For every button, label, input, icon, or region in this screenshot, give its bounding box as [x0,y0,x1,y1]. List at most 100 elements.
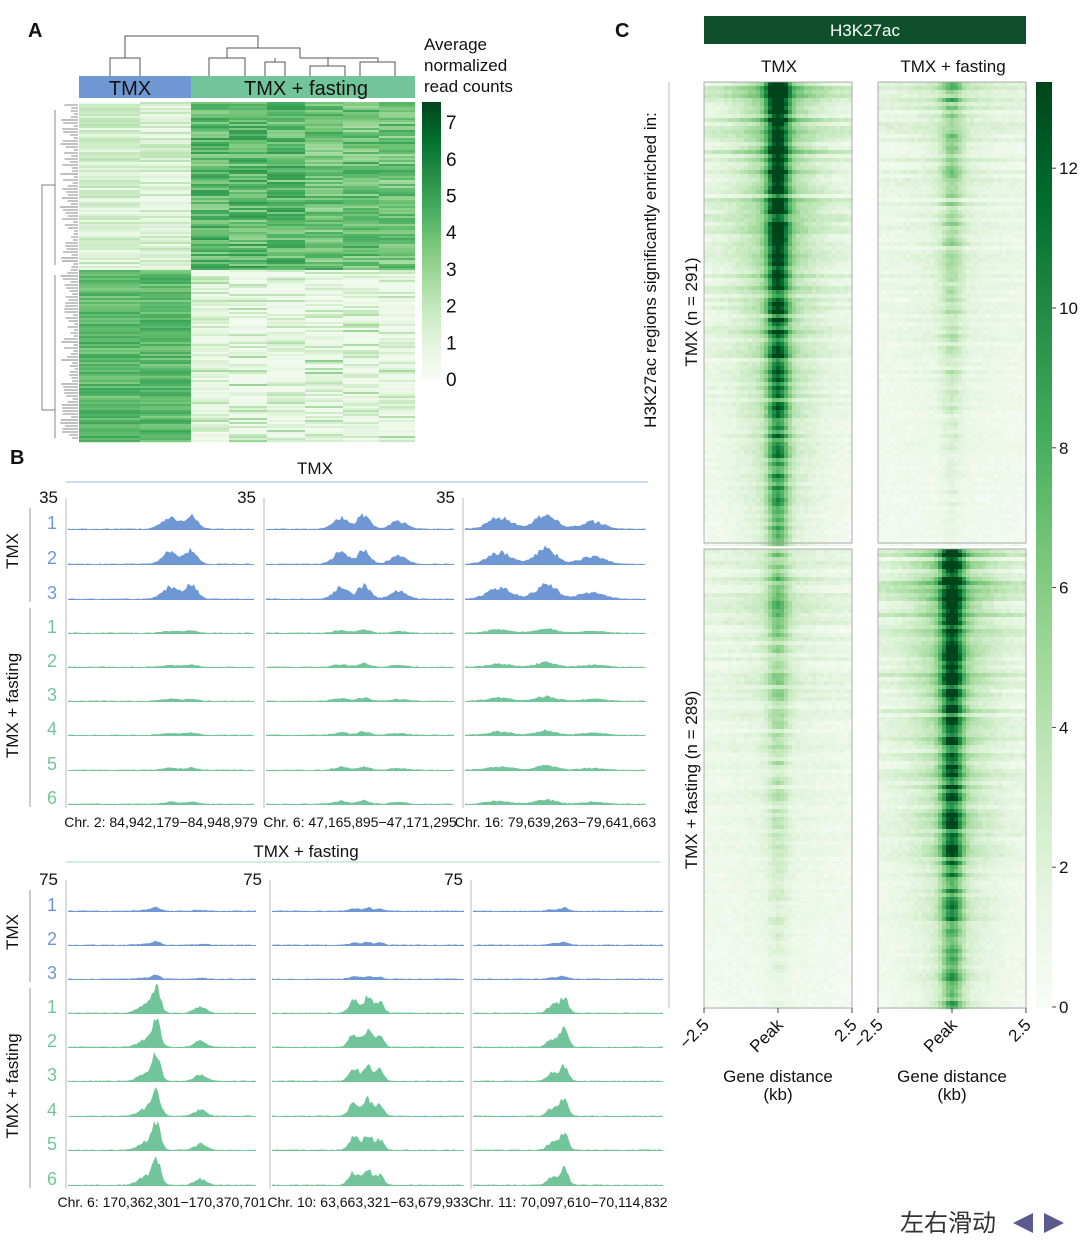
heatmap-c-cell [832,370,836,374]
heatmap-a-cell [79,382,140,384]
heatmap-c-cell [792,422,796,426]
heatmap-c-cell [816,130,820,134]
heatmap-a-cell [140,394,191,396]
heatmap-a-cell [267,144,305,146]
heatmap-c-cell [748,166,752,170]
heatmap-c-cell [772,438,776,442]
heatmap-c-cell [836,82,840,86]
heatmap-c-cell [812,158,816,162]
heatmap-c-cell [820,290,824,294]
heatmap-c-cell [800,362,804,366]
heatmap-c-cell [808,246,812,250]
heatmap-c-cell [752,426,756,430]
heatmap-c-cell [760,154,764,158]
heatmap-a-cell [191,296,229,298]
heatmap-a-cell [79,244,140,246]
heatmap-c-cell [764,370,768,374]
heatmap-c-cell [780,178,784,182]
heatmap-c-cell [776,130,780,134]
heatmap-a-cell [343,378,379,380]
heatmap-c-cell [724,182,728,186]
heatmap-c-cell [840,166,844,170]
column-title-tmx: TMX [761,57,797,76]
heatmap-c-cell [728,422,732,426]
heatmap-a-cell [267,392,305,394]
heatmap-c-cell [776,246,780,250]
heatmap-c-cell [780,86,784,90]
heatmap-c-cell [712,126,716,130]
heatmap-a-cell [229,354,267,356]
heatmap-c-cell [804,410,808,414]
heatmap-c-cell [832,190,836,194]
heatmap-a-cell [79,332,140,334]
heatmap-c-cell [712,230,716,234]
heatmap-c-cell [728,202,732,206]
heatmap-c-cell [716,122,720,126]
heatmap-c-cell [832,410,836,414]
heatmap-a-cell [305,376,343,378]
heatmap-c-cell [776,170,780,174]
heatmap-c-cell [804,350,808,354]
heatmap-c-cell [840,426,844,430]
heatmap-c-cell [744,82,748,86]
heatmap-c-cell [828,366,832,370]
heatmap-a-cell [229,140,267,142]
heatmap-c-cell [828,402,832,406]
heatmap-c-cell [776,118,780,122]
heatmap-c-cell [724,130,728,134]
heatmap-a-cell [79,212,140,214]
heatmap-c-cell [776,142,780,146]
heatmap-c-cell [756,438,760,442]
heatmap-c-cell [840,362,844,366]
heatmap-c-cell [744,178,748,182]
heatmap-c-cell [752,114,756,118]
heatmap-c-cell [820,358,824,362]
heatmap-c-cell [724,266,728,270]
heatmap-a-cell [191,218,229,220]
heatmap-c-cell [704,342,708,346]
heatmap-a-cell [140,166,191,168]
heatmap-c-cell [796,238,800,242]
heatmap-c-cell [828,94,832,98]
heatmap-c-cell [708,326,712,330]
heatmap-c-cell [816,322,820,326]
heatmap-c-cell [836,382,840,386]
heatmap-a-cell [267,246,305,248]
heatmap-a-cell [191,430,229,432]
heatmap-c-cell [784,258,788,262]
heatmap-a-cell [267,108,305,110]
heatmap-a-cell [79,408,140,410]
heatmap-c-cell [732,146,736,150]
heatmap-a-cell [140,350,191,352]
heatmap-a-cell [379,162,415,164]
heatmap-c-cell [764,286,768,290]
heatmap-c-cell [832,202,836,206]
heatmap-a-cell [379,402,415,404]
heatmap-c-cell [824,398,828,402]
heatmap-c-cell [828,246,832,250]
heatmap-a-cell [379,214,415,216]
heatmap-c-cell [840,278,844,282]
heatmap-c-cell [724,386,728,390]
heatmap-c-cell [752,194,756,198]
heatmap-c-cell [796,230,800,234]
heatmap-a-cell [229,148,267,150]
heatmap-a-cell [343,274,379,276]
heatmap-c-cell [712,398,716,402]
heatmap-a-cell [379,102,415,104]
heatmap-a-cell [379,396,415,398]
heatmap-c-cell [748,322,752,326]
panel-label-b: B [10,447,24,469]
heatmap-c-cell [768,98,772,102]
heatmap-c-cell [724,334,728,338]
heatmap-c-cell [712,302,716,306]
heatmap-c-cell [844,266,848,270]
heatmap-a-cell [305,314,343,316]
heatmap-c-cell [812,306,816,310]
heatmap-c-cell [720,290,724,294]
heatmap-a-cell [191,434,229,436]
heatmap-c-cell [756,126,760,130]
heatmap-a-cell [267,310,305,312]
heatmap-c-cell [732,198,736,202]
heatmap-c-cell [728,222,732,226]
